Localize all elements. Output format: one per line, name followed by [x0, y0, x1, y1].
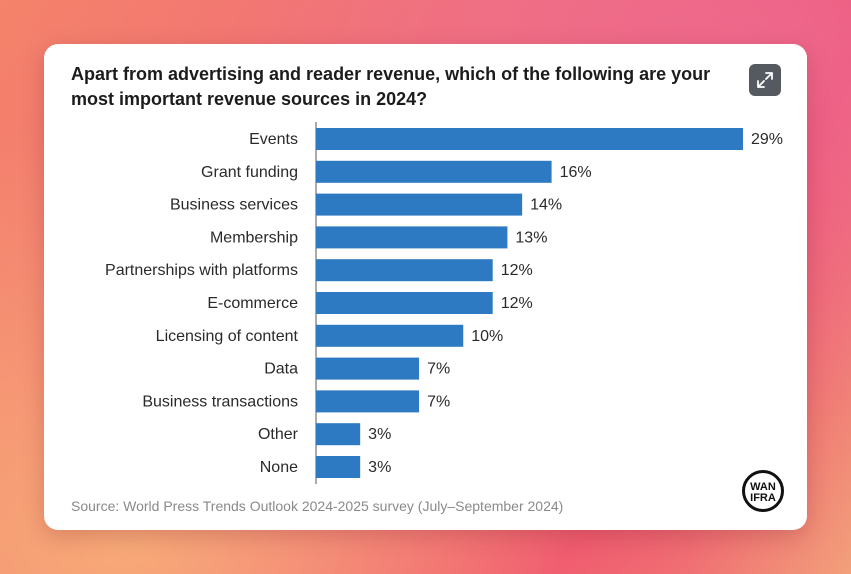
value-label: 12% [501, 262, 533, 279]
value-label: 14% [530, 197, 562, 214]
bar [316, 423, 361, 446]
category-label: E-commerce [207, 295, 298, 312]
bar-chart: Events 29% Grant funding 16% Business servic… [105, 122, 783, 484]
logo-text-top: WAN [750, 481, 776, 493]
value-label: 7% [427, 393, 450, 410]
bar [316, 456, 361, 478]
value-label: 10% [471, 328, 503, 345]
chart-title: Apart from advertising and reader revenu… [71, 64, 711, 109]
category-label: Membership [210, 229, 298, 246]
bar [316, 160, 552, 183]
value-label: 13% [515, 229, 547, 246]
chart-card: Apart from advertising and reader revenu… [44, 44, 807, 530]
source-note: Source: World Press Trends Outlook 2024-… [71, 498, 564, 514]
value-label: 12% [501, 295, 533, 312]
category-label: Business transactions [142, 393, 298, 410]
category-label: Other [258, 426, 299, 443]
logo-text-bottom: IFRA [750, 492, 776, 504]
category-label: Licensing of content [156, 328, 299, 345]
category-label: Data [264, 361, 298, 378]
bar [316, 259, 493, 282]
category-label: Business services [170, 197, 298, 214]
bar [316, 193, 523, 216]
bar [316, 324, 464, 347]
expand-icon [757, 72, 773, 88]
category-label: Partnerships with platforms [105, 262, 298, 279]
expand-button[interactable] [749, 64, 781, 96]
category-label: None [260, 459, 298, 476]
category-label: Events [249, 131, 298, 148]
bar [316, 390, 420, 413]
bar [316, 292, 493, 314]
value-label: 3% [368, 459, 391, 476]
value-label: 29% [751, 131, 783, 148]
category-label: Grant funding [201, 164, 298, 181]
value-label: 3% [368, 426, 391, 443]
bar [316, 357, 420, 380]
bar [316, 128, 743, 150]
value-label: 16% [560, 164, 592, 181]
value-label: 7% [427, 361, 450, 378]
bar [316, 226, 508, 249]
wan-ifra-logo: WAN IFRA [742, 470, 784, 512]
